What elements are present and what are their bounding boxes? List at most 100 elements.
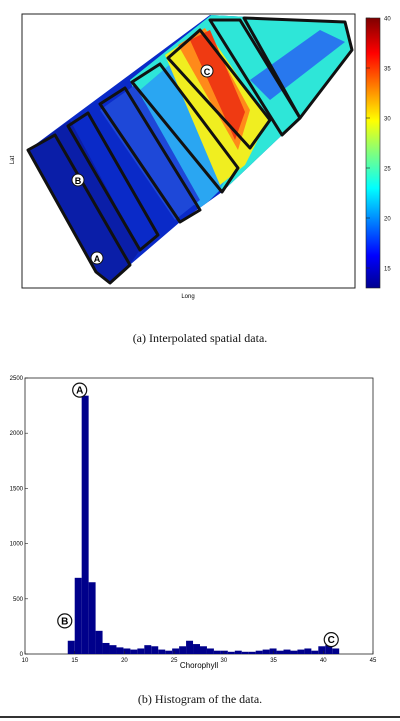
histogram-bar xyxy=(165,650,173,654)
spatial-map-panel: A B C Long Lat 15 20 25 30 35 40 xyxy=(0,0,400,315)
histogram-bar xyxy=(74,577,82,654)
histogram-bar xyxy=(67,640,75,654)
track-5 xyxy=(166,28,272,150)
track-7 xyxy=(242,16,354,120)
histogram-bar xyxy=(255,650,263,654)
colorbar-tick-label: 30 xyxy=(384,117,391,123)
map-marker-b-label: B xyxy=(75,176,82,186)
histogram-bar xyxy=(172,648,180,654)
histogram-bar xyxy=(95,630,103,654)
histogram-bar xyxy=(206,648,214,654)
spatial-map-chart: A B C Long Lat 15 20 25 30 35 40 xyxy=(10,13,391,300)
field-band-mid-blue xyxy=(100,85,200,220)
track-2 xyxy=(66,111,160,252)
histogram-annotation-c: C xyxy=(323,632,339,648)
annotation-circle xyxy=(323,632,339,648)
histogram-bar xyxy=(151,646,159,654)
map-xlabel: Long xyxy=(181,294,194,300)
histogram-bar xyxy=(130,649,138,654)
histogram-bar xyxy=(276,650,284,654)
histogram-x-ticks: 10 15 20 25 30 35 40 45 xyxy=(22,651,377,664)
field-band-blue-ridge xyxy=(250,30,345,100)
histogram-x-tick-label: 25 xyxy=(171,658,178,664)
histogram-x-tick-label: 45 xyxy=(370,658,377,664)
histogram-bar xyxy=(332,648,340,654)
histogram-x-tick-label: 30 xyxy=(221,658,228,664)
histogram-bar xyxy=(297,649,305,654)
histogram-bar xyxy=(123,648,131,654)
histogram-bar xyxy=(186,640,194,654)
histogram-x-tick-label: 35 xyxy=(270,658,277,664)
track-3 xyxy=(98,86,202,224)
colorbar xyxy=(365,17,381,289)
map-marker-a: A xyxy=(90,251,104,265)
colorbar-tick-label: 35 xyxy=(384,67,391,73)
histogram-bar xyxy=(318,646,326,654)
histogram-bar xyxy=(144,645,152,654)
histogram-annotation-a: A xyxy=(72,382,88,398)
histogram-bar xyxy=(262,649,270,654)
histogram-bar xyxy=(234,650,242,654)
annotation-label: A xyxy=(76,386,83,397)
histogram-bar xyxy=(283,649,291,654)
field-band-dark-blue xyxy=(28,120,140,283)
histogram-annotation-b: B xyxy=(57,613,73,629)
histogram-y-tick-label: 1500 xyxy=(10,486,24,492)
histogram-bar xyxy=(220,650,228,654)
histogram-y-tick-label: 1000 xyxy=(10,542,24,548)
histogram-y-ticks: 0 500 1000 1500 2000 2500 xyxy=(10,376,28,658)
histogram-bar xyxy=(325,645,333,654)
histogram-bar xyxy=(304,648,312,654)
track-1 xyxy=(26,133,132,285)
histogram-annotations: A B C xyxy=(57,382,339,648)
caption-a: (a) Interpolated spatial data. xyxy=(132,331,268,345)
colorbar-tick-label: 25 xyxy=(384,167,391,173)
map-ylabel: Lat xyxy=(10,155,16,164)
histogram-bar xyxy=(269,648,277,654)
histogram-x-tick-label: 15 xyxy=(71,658,78,664)
histogram-bar xyxy=(88,582,96,654)
annotation-circle xyxy=(72,382,88,398)
histogram-bar xyxy=(158,649,166,654)
annotation-label: B xyxy=(61,616,68,627)
histogram-xlabel: Chorophyll xyxy=(180,661,218,670)
histogram-x-tick-label: 40 xyxy=(320,658,327,664)
histogram-bar xyxy=(81,395,89,654)
colorbar-tick-label: 15 xyxy=(384,267,391,273)
map-marker-a-label: A xyxy=(94,254,101,264)
histogram-bar xyxy=(193,644,200,654)
histogram-y-tick-label: 500 xyxy=(13,597,24,603)
histogram-y-tick-label: 2000 xyxy=(10,431,24,437)
histogram-bar xyxy=(311,650,319,654)
histogram-bar xyxy=(179,646,187,654)
histogram-bar xyxy=(227,651,235,654)
colorbar-ticks: 15 20 25 30 35 40 xyxy=(366,17,391,273)
colorbar-tick-label: 20 xyxy=(384,217,391,223)
histogram-chart: 10 15 20 25 30 35 40 45 0 500 1000 1500 2000 2500 A B… xyxy=(10,376,377,670)
field-band-red xyxy=(190,30,245,140)
histogram-bar xyxy=(199,646,207,654)
bottom-rule xyxy=(0,716,400,718)
histogram-bar xyxy=(109,645,117,654)
map-marker-b: B xyxy=(71,173,85,187)
histogram-bar xyxy=(116,647,124,654)
histogram-bar xyxy=(102,642,110,654)
histogram-x-tick-label: 20 xyxy=(121,658,128,664)
caption-b: (b) Histogram of the data. xyxy=(137,692,263,706)
track-4 xyxy=(130,62,240,194)
histogram-bar xyxy=(137,648,145,654)
histogram-y-tick-label: 2500 xyxy=(10,376,24,382)
transect-tracks xyxy=(26,16,354,285)
histogram-bar xyxy=(248,651,256,654)
histogram-x-tick-label: 10 xyxy=(22,658,29,664)
colorbar-tick-label: 40 xyxy=(384,17,391,23)
histogram-panel: 10 15 20 25 30 35 40 45 0 500 1000 1500 2000 2500 A B… xyxy=(0,365,400,685)
histogram-bar xyxy=(213,650,221,654)
histogram-y-tick-label: 0 xyxy=(20,652,24,658)
annotation-circle xyxy=(57,613,73,629)
annotation-label: C xyxy=(328,635,335,646)
histogram-bar xyxy=(241,651,249,654)
map-marker-c: C xyxy=(200,64,214,78)
histogram-bar xyxy=(290,650,298,654)
map-marker-c-label: C xyxy=(204,67,211,77)
